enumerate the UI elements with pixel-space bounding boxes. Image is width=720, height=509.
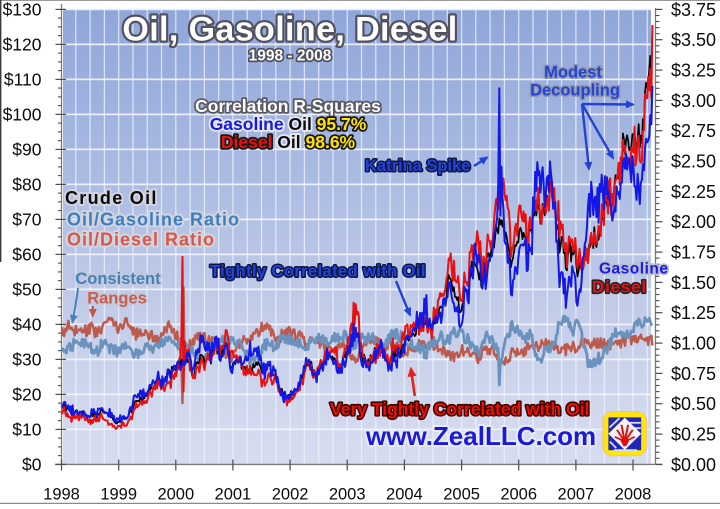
svg-text:2004: 2004: [386, 486, 423, 504]
svg-text:$3.75: $3.75: [671, 0, 716, 20]
svg-text:www.ZealLLC.com: www.ZealLLC.com: [365, 421, 596, 451]
svg-text:Correlation R-Squares: Correlation R-Squares: [195, 96, 381, 116]
svg-text:$110: $110: [4, 70, 42, 90]
svg-text:Katrina Spike: Katrina Spike: [365, 157, 470, 175]
svg-text:$90: $90: [12, 140, 41, 160]
svg-text:2002: 2002: [272, 486, 309, 504]
svg-text:$2.00: $2.00: [671, 212, 716, 232]
svg-text:$80: $80: [12, 175, 41, 195]
svg-text:$1.75: $1.75: [671, 243, 716, 263]
svg-text:Decoupling: Decoupling: [530, 82, 620, 100]
svg-text:$3.00: $3.00: [671, 91, 716, 111]
svg-text:$0: $0: [22, 455, 42, 475]
svg-text:$130: $130: [3, 0, 42, 20]
svg-text:Gasoline: Gasoline: [599, 261, 668, 278]
svg-text:$0.75: $0.75: [671, 364, 716, 384]
svg-text:$100: $100: [3, 105, 42, 125]
svg-text:2008: 2008: [615, 486, 652, 504]
svg-text:Diesel Oil 98.6%: Diesel Oil 98.6%: [221, 132, 356, 152]
svg-text:2007: 2007: [558, 486, 595, 504]
svg-text:$1.25: $1.25: [671, 303, 716, 323]
svg-text:2003: 2003: [329, 486, 366, 504]
svg-text:$1.50: $1.50: [671, 273, 716, 293]
svg-text:$50: $50: [12, 280, 41, 300]
svg-text:$0.25: $0.25: [671, 425, 716, 445]
svg-text:Oil, Gasoline, Diesel: Oil, Gasoline, Diesel: [122, 11, 457, 49]
svg-text:Gasoline Oil 95.7%: Gasoline Oil 95.7%: [210, 114, 367, 134]
svg-text:Diesel: Diesel: [592, 278, 647, 297]
svg-text:$0.00: $0.00: [671, 455, 716, 475]
svg-text:$30: $30: [12, 350, 41, 370]
svg-text:1998: 1998: [43, 486, 80, 504]
svg-text:Tightly Correlated with Oil: Tightly Correlated with Oil: [210, 263, 426, 281]
svg-text:1998 - 2008: 1998 - 2008: [249, 48, 332, 65]
svg-text:Crude Oil: Crude Oil: [65, 188, 158, 208]
svg-text:$40: $40: [12, 315, 41, 335]
svg-text:$10: $10: [12, 420, 41, 440]
svg-text:2006: 2006: [500, 486, 537, 504]
svg-text:$2.75: $2.75: [671, 121, 716, 141]
svg-text:$2.50: $2.50: [671, 152, 716, 172]
svg-text:$0.50: $0.50: [671, 394, 716, 414]
svg-text:$2.25: $2.25: [671, 182, 716, 202]
svg-text:Ranges: Ranges: [87, 290, 147, 308]
svg-text:Oil/Diesel Ratio: Oil/Diesel Ratio: [67, 230, 215, 250]
svg-text:$20: $20: [12, 385, 41, 405]
svg-text:Consistent: Consistent: [75, 270, 161, 288]
svg-text:Very Tightly Correlated with O: Very Tightly Correlated with Oil: [330, 399, 589, 419]
svg-text:2005: 2005: [443, 486, 480, 504]
svg-text:$120: $120: [3, 35, 42, 55]
svg-text:Oil/Gasoline Ratio: Oil/Gasoline Ratio: [67, 210, 240, 230]
svg-text:Modest: Modest: [544, 64, 602, 82]
svg-text:2000: 2000: [157, 486, 194, 504]
svg-text:$3.25: $3.25: [671, 61, 716, 81]
svg-text:1999: 1999: [100, 486, 137, 504]
svg-text:2001: 2001: [215, 486, 252, 504]
svg-text:$3.50: $3.50: [671, 30, 716, 50]
svg-text:$1.00: $1.00: [671, 334, 716, 354]
svg-text:$70: $70: [12, 210, 41, 230]
svg-text:$60: $60: [12, 245, 41, 265]
